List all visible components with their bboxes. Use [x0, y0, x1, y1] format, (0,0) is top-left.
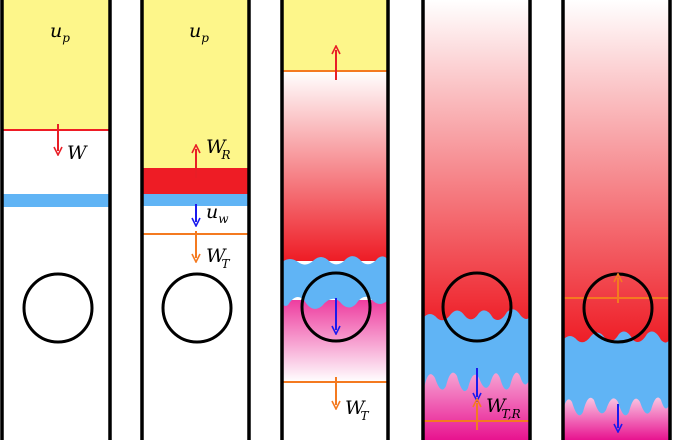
panel-4-circle — [441, 271, 513, 343]
panel-2-label-wt: WT — [206, 245, 231, 271]
panel-3-label-wt: WT — [345, 397, 370, 423]
panel-1-label-w: W — [67, 142, 88, 164]
panel-2-circle — [161, 272, 233, 344]
panel-1-frame — [0, 0, 112, 440]
panel-2-frame — [140, 0, 251, 440]
panel-2-label-up: up — [189, 20, 209, 45]
panel-3-water-mixing-zone — [282, 256, 388, 309]
panel-1: up W — [0, 0, 112, 440]
panel-1-circle — [22, 272, 94, 344]
panel-4-frame — [421, 0, 532, 440]
panel-1-water-layer — [2, 194, 110, 207]
panel-5-water-mixing-zone — [563, 331, 670, 416]
panel-2-projectile-region — [142, 0, 249, 168]
panel-3-frame — [280, 0, 390, 440]
panel-3-reflected-gradient — [282, 71, 388, 261]
panel-2: up WR uw WT — [140, 0, 251, 440]
panel-3-circle — [300, 271, 372, 343]
panel-2-water-layer — [142, 194, 249, 206]
panel-2-label-uw: uw — [206, 201, 229, 226]
panel-4-label-wtr: WT,R — [486, 395, 521, 421]
panel-2-label-wr: WR — [206, 136, 231, 162]
panel-5-reflected-gradient — [563, 0, 670, 345]
panel-5-frame — [561, 0, 672, 440]
panel-5 — [561, 0, 672, 440]
panel-1-label-up: up — [50, 20, 70, 45]
panel-1-projectile-region — [2, 0, 110, 130]
panel-4-reflected-gradient — [423, 0, 530, 330]
panel-4: WT,R — [421, 0, 532, 440]
panel-3: WT — [280, 0, 390, 440]
